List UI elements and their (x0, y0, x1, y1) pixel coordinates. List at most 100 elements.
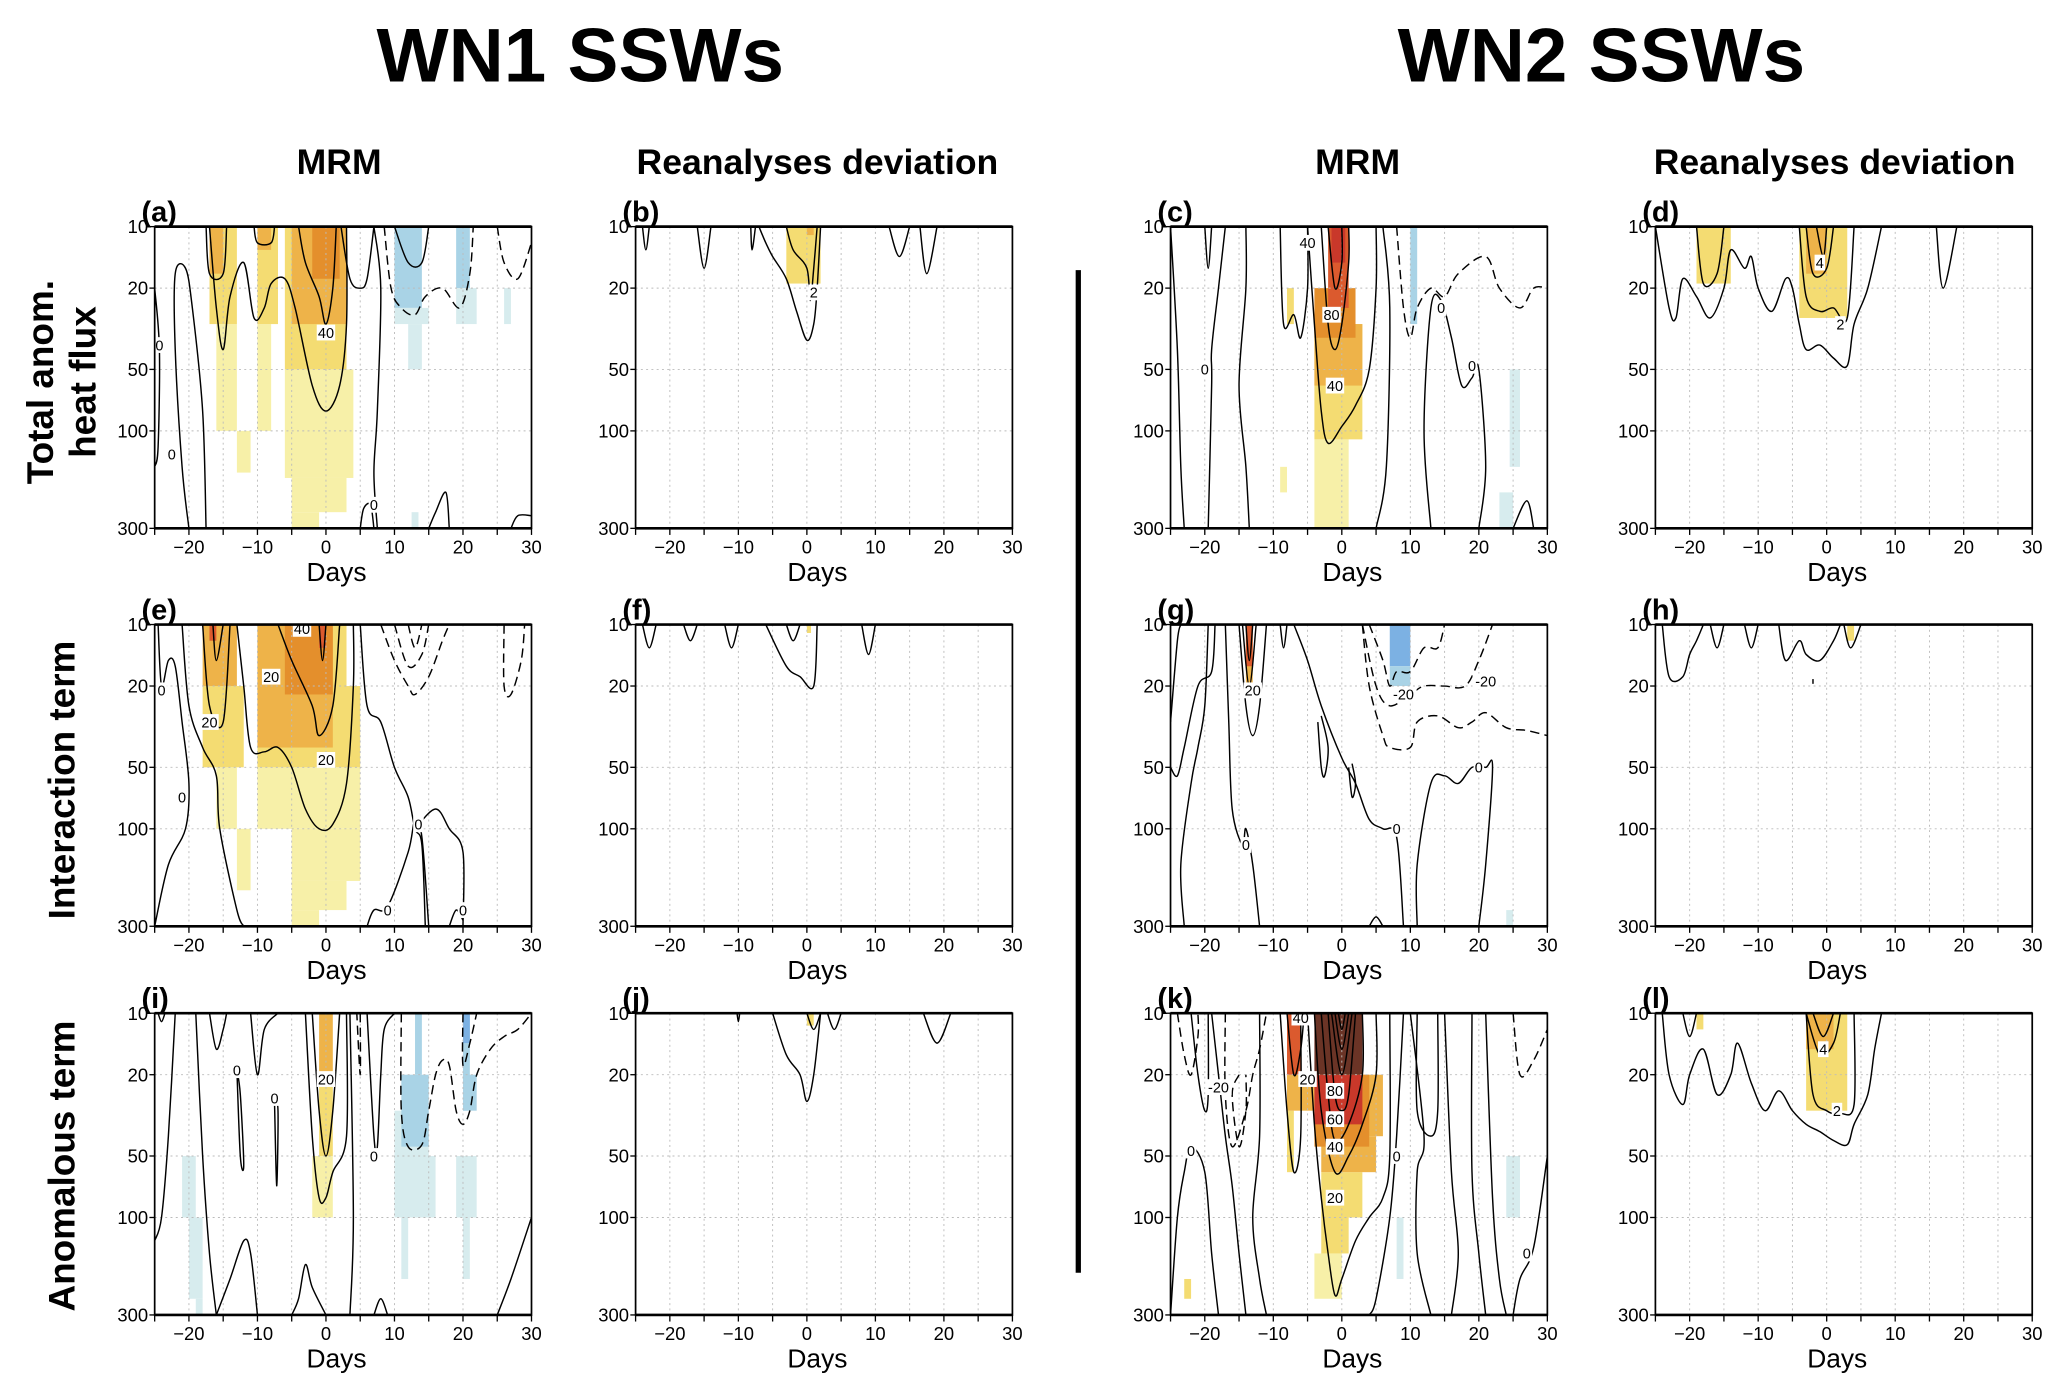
shaded-region-y1 (284, 369, 354, 478)
contour-line-negative (380, 624, 450, 696)
y-tick-label: 300 (117, 1305, 148, 1326)
contour-line (785, 624, 801, 642)
contour-line (1306, 226, 1378, 445)
shaded-region-y1 (216, 324, 237, 431)
contour-label-bg (457, 902, 469, 918)
shaded-region-y1 (291, 512, 320, 529)
y-tick-label: 50 (1143, 359, 1164, 380)
contour-label: 80 (1327, 1084, 1343, 1100)
y-tick-label: 50 (128, 1146, 149, 1167)
shaded-region-y1 (291, 910, 320, 927)
contour-line (1170, 624, 1182, 723)
contour-line (1170, 624, 1216, 778)
shaded-region-b1 (462, 1217, 470, 1279)
contour-label: 60 (1327, 1112, 1343, 1128)
x-axis-label: Days (1322, 955, 1382, 985)
x-tick-label: −10 (723, 536, 754, 557)
panel-c: 40 80 40 0 0 0 −20 −10 0 10 20 30 10 20 50 100 300 Days (c… (1133, 196, 1557, 587)
contour-label: 0 (384, 903, 392, 919)
x-tick-label: −10 (1743, 536, 1774, 557)
contour-line (1245, 624, 1254, 662)
shaded-region-b1 (188, 1217, 203, 1299)
contour-line-negative (1361, 624, 1548, 751)
panel-label: (k) (1157, 983, 1192, 1015)
contour-label-bg (316, 1071, 336, 1087)
contour-line (1843, 624, 1862, 649)
x-tick-label: 20 (453, 536, 474, 557)
y-tick-label: 10 (608, 1003, 629, 1024)
contour-label-bg (1390, 686, 1417, 703)
shaded-region-b1 (1506, 1155, 1520, 1218)
contour-line-negative (383, 226, 474, 316)
shaded-region-b2 (462, 1074, 477, 1111)
contour-label: 4 (1819, 1042, 1827, 1058)
shaded-region-y1 (291, 880, 347, 911)
contour-line (1327, 226, 1344, 290)
contour-line (860, 624, 877, 656)
contour-label: 0 (1393, 1149, 1401, 1165)
contour-line (771, 1013, 822, 1103)
contour-line-negative (400, 1013, 532, 1151)
x-tick-label: 30 (1002, 1323, 1023, 1344)
contour-line (1238, 624, 1268, 737)
contour-label: 0 (1393, 822, 1401, 838)
y-tick-label: 100 (117, 818, 148, 839)
contour-line (1375, 226, 1391, 529)
x-tick-label: 30 (2022, 1323, 2043, 1344)
x-tick-label: 30 (2022, 934, 2043, 955)
contour-line (696, 226, 712, 269)
panel-h: −20 −10 0 10 20 30 10 20 50 100 300 Days (h) (1618, 594, 2042, 985)
contour-line (373, 1298, 389, 1315)
contour-line (1470, 1013, 1487, 1315)
contour-line-negative (1395, 226, 1548, 339)
plot-area: 40 0 0 0 (154, 226, 532, 529)
y-tick-label: 10 (1143, 614, 1164, 635)
contour-label-bg (156, 682, 167, 699)
contour-line (359, 624, 427, 927)
row-label-total: Total anom. heat flux (20, 280, 103, 484)
y-tick-label: 20 (1628, 676, 1649, 697)
x-tick-label: 20 (453, 934, 474, 955)
contour-label-bg (316, 324, 336, 341)
x-tick-label: 10 (865, 536, 886, 557)
contour-line-negative (1368, 624, 1446, 687)
contour-line (1655, 226, 1883, 369)
plot-area: 40 80 40 0 0 0 (1170, 226, 1548, 529)
contour-line-negative (502, 624, 526, 698)
contour-line (1252, 1013, 1268, 1315)
contour-line (253, 226, 276, 246)
contour-line (1512, 500, 1535, 529)
plot-frame (634, 225, 1014, 530)
contour-label-bg (1817, 1041, 1829, 1058)
contour-line (510, 514, 532, 529)
contour-line-negative (496, 226, 532, 281)
contour-line (291, 1263, 327, 1315)
contour-line (1935, 226, 1958, 289)
contour-line (173, 263, 207, 529)
contour-label-bg (1391, 820, 1402, 837)
x-tick-label: −10 (242, 934, 273, 955)
contour-line-negative (407, 624, 423, 649)
contour-line (1798, 226, 1855, 323)
panel-label: (f) (622, 594, 651, 626)
y-tick-label: 300 (1133, 916, 1164, 937)
x-tick-label: 20 (1469, 536, 1490, 557)
row-label-anomalous: Anomalous term (41, 1021, 82, 1312)
contour-label: 20 (318, 1072, 334, 1088)
contour-line (366, 817, 430, 927)
contour-line (888, 226, 911, 258)
plot-area: 42 (1655, 226, 2033, 529)
y-tick-label: 50 (128, 757, 149, 778)
contour-line (1778, 624, 1842, 662)
contour-label-bg (1199, 361, 1211, 378)
shaded-region-b3 (1389, 624, 1411, 667)
contour-label: 0 (157, 684, 165, 700)
x-tick-label: −20 (654, 1323, 685, 1344)
contour-line (195, 1013, 218, 1315)
contour-label: 20 (1245, 684, 1261, 700)
contour-label: 0 (414, 818, 422, 834)
contour-line (373, 226, 382, 529)
x-tick-label: 0 (1337, 934, 1347, 955)
